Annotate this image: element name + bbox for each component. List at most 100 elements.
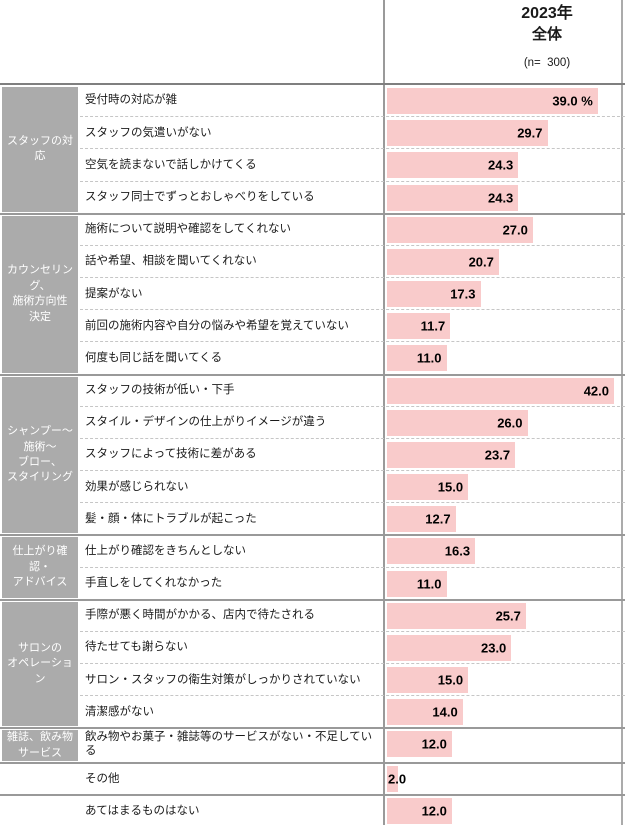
item-label: スタッフの気遣いがない — [85, 126, 212, 139]
category-group: 雑誌、飲み物 サービス 飲み物やお菓子・雑誌等のサービスがない・不足している 12.0 — [0, 727, 625, 763]
chart-body: スタッフの対応 受付時の対応が雑 39.0 % スタッフの気遣いがない 29.7 空気を読… — [0, 85, 625, 825]
survey-row: サロン・スタッフの衛生対策がしっかりされていない 15.0 — [80, 663, 625, 696]
group-rows: その他 2.0 — [80, 763, 625, 795]
bar-area: 11.0 — [385, 342, 625, 374]
bar: 23.7 — [387, 441, 516, 468]
bar-value-label: 11.0 — [416, 576, 442, 592]
bar: 15.0 — [387, 667, 469, 694]
category-label: スタッフの対応 — [2, 87, 78, 212]
survey-row: その他 2.0 — [80, 763, 625, 795]
category-label-line: スタイリング — [7, 471, 73, 484]
bar-area: 26.0 — [385, 407, 625, 439]
bar: 12.0 — [387, 731, 452, 758]
header-text-block: 2023年 全体 (n= 300) — [457, 4, 625, 69]
survey-row: 仕上がり確認をきちんとしない 16.3 — [80, 535, 625, 567]
bar: 23.0 — [387, 634, 512, 661]
group-rows: 手際が悪く時間がかかる、店内で待たされる 25.7 待たせても謝らない 23.0 サロン… — [80, 600, 625, 729]
bar: 24.3 — [387, 152, 519, 179]
bar: 27.0 — [387, 216, 533, 243]
chart-header: 2023年 全体 (n= 300) — [0, 0, 625, 85]
item-label: 空気を読まないで話しかけてくる — [85, 158, 257, 171]
survey-row: 施術について説明や確認をしてくれない 27.0 — [80, 214, 625, 246]
group-rows: スタッフの技術が低い・下手 42.0 スタイル・デザインの仕上がりイメージが違う 26… — [80, 375, 625, 536]
bar-value-label: 12.0 — [421, 803, 447, 819]
bar: 14.0 — [387, 699, 463, 726]
category-label-line: 施術～ — [23, 440, 57, 453]
bar-area: 12.0 — [385, 728, 625, 760]
survey-row: 待たせても謝らない 23.0 — [80, 630, 625, 664]
bar-area: 23.0 — [385, 632, 625, 664]
item-label: スタッフによって技術に差がある — [85, 448, 257, 461]
category-group: カウンセリング、 施術方向性 決定 施術について説明や確認をしてくれない 27.0 話や希… — [0, 212, 625, 375]
bar-area: 42.0 — [385, 375, 625, 407]
bar-value-label: 24.3 — [487, 157, 514, 173]
sample-size-label: (n= 300) — [523, 57, 571, 70]
bar-area: 23.7 — [385, 439, 625, 471]
survey-row: スタッフ同士でずっとおしゃべりをしている 24.3 — [80, 180, 625, 214]
survey-row: 何度も同じ話を聞いてくる 11.0 — [80, 341, 625, 374]
survey-row: 飲み物やお菓子・雑誌等のサービスがない・不足している 12.0 — [80, 728, 625, 760]
category-label-line: 施術方向性 — [12, 295, 68, 308]
item-label: その他 — [85, 772, 120, 785]
bar: 42.0 — [387, 377, 614, 404]
bar-area: 14.0 — [385, 696, 625, 728]
survey-row: 空気を読まないで話しかけてくる 24.3 — [80, 148, 625, 181]
item-label: 仕上がり確認をきちんとしない — [85, 544, 246, 557]
bar-area: 24.3 — [385, 182, 625, 214]
survey-row: スタッフの気遣いがない 29.7 — [80, 116, 625, 149]
category-label-empty — [2, 797, 78, 825]
item-label: 前回の施術内容や自分の悩みや希望を覚えていない — [85, 319, 349, 332]
plot-right-border — [621, 0, 623, 825]
category-group: 仕上がり確認・ アドバイス 仕上がり確認をきちんとしない 16.3 手直しをしてくれなか… — [0, 534, 625, 599]
item-label: スタッフの技術が低い・下手 — [85, 384, 235, 397]
bar: 2.0 — [387, 766, 406, 793]
survey-row: 髪・顔・体にトラブルが起こった 12.7 — [80, 502, 625, 535]
bar-value-label: 17.3 — [450, 286, 476, 302]
survey-row: あてはまるものはない 12.0 — [80, 795, 625, 827]
item-label: 手際が悪く時間がかかる、店内で待たされる — [85, 609, 315, 622]
bar-value-label: 12.0 — [421, 736, 447, 752]
bar-area: 29.7 — [385, 117, 625, 149]
category-label-line: ブロー、 — [18, 455, 62, 468]
category-label-line: カウンセリング、 — [7, 264, 73, 292]
item-label: スタッフ同士でずっとおしゃべりをしている — [85, 190, 315, 203]
bar: 29.7 — [387, 120, 548, 147]
bar-value-label: 24.3 — [487, 190, 514, 206]
item-label: 清潔感がない — [85, 705, 154, 718]
bar: 12.7 — [387, 506, 456, 533]
survey-row: 清潔感がない 14.0 — [80, 695, 625, 728]
item-label: 手直しをしてくれなかった — [85, 577, 223, 590]
category-label: カウンセリング、施術方向性決定 — [2, 215, 78, 373]
survey-row: スタッフによって技術に差がある 23.7 — [80, 437, 625, 471]
bar: 25.7 — [387, 602, 526, 629]
category-label-line: サロンの — [18, 642, 62, 654]
category-label-line: アドバイス — [12, 576, 68, 589]
year-title: 2023年 — [521, 5, 573, 22]
group-rows: 施術について説明や確認をしてくれない 27.0 話や希望、相談を聞いてくれない 20.… — [80, 214, 625, 375]
bar-value-label: 16.3 — [444, 543, 471, 559]
group-rows: 飲み物やお菓子・雑誌等のサービスがない・不足している 12.0 — [80, 728, 625, 763]
survey-row: 受付時の対応が雑 39.0 % — [80, 85, 625, 117]
bar: 11.0 — [387, 570, 447, 597]
bar: 17.3 — [387, 281, 481, 308]
bar-value-label: 25.7 — [495, 608, 521, 624]
category-label-line: 雑誌、飲み物 — [7, 731, 73, 744]
item-label: 効果が感じられない — [85, 480, 189, 493]
bar-area: 20.7 — [385, 246, 625, 278]
survey-row: スタッフの技術が低い・下手 42.0 — [80, 375, 625, 407]
item-label: 話や希望、相談を聞いてくれない — [85, 255, 257, 268]
bar-area: 2.0 — [385, 763, 625, 795]
bar: 11.0 — [387, 345, 447, 372]
bar-value-label: 15.0 — [437, 479, 464, 495]
item-label: 施術について説明や確認をしてくれない — [85, 223, 291, 236]
bar: 20.7 — [387, 248, 499, 275]
category-label-line: 決定 — [29, 310, 51, 323]
item-label: 髪・顔・体にトラブルが起こった — [85, 512, 257, 525]
category-label-empty — [2, 765, 78, 793]
bar-value-label: 27.0 — [502, 222, 528, 238]
bar: 39.0 % — [387, 88, 598, 114]
bar-area: 16.3 — [385, 535, 625, 567]
category-label: 仕上がり確認・ アドバイス — [2, 537, 78, 598]
bar-area: 11.7 — [385, 310, 625, 342]
category-label: 雑誌、飲み物 サービス — [2, 730, 78, 762]
